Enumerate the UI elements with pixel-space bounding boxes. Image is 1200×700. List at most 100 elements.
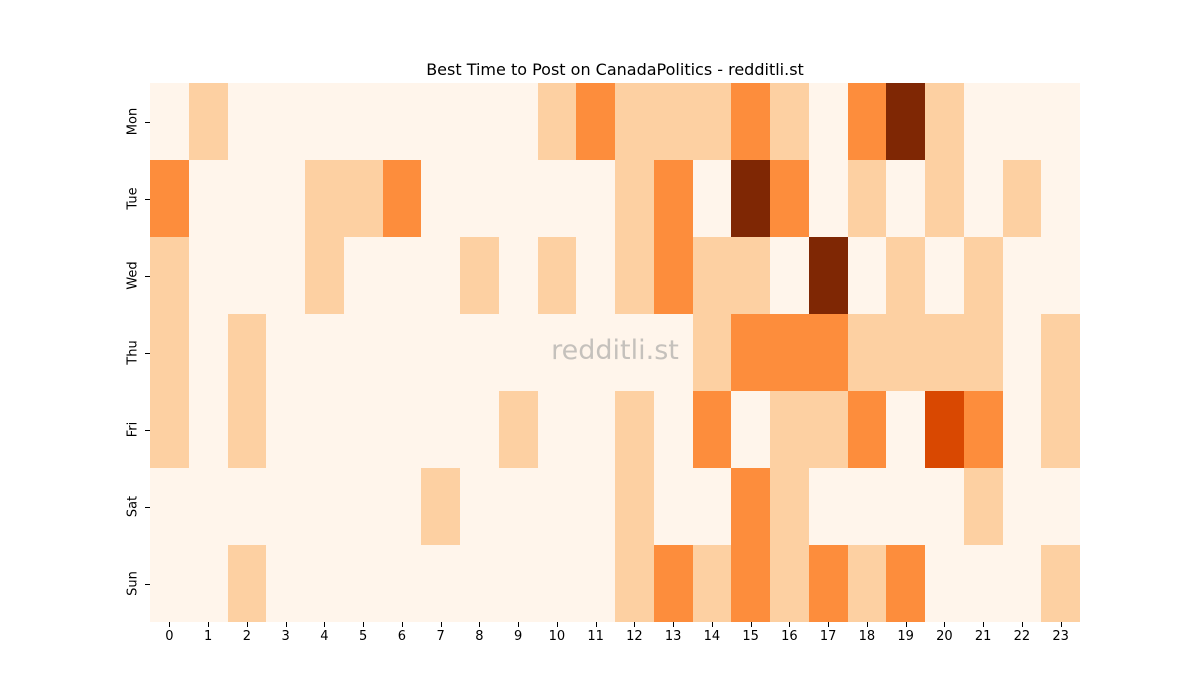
heatmap-cell bbox=[382, 468, 422, 545]
x-tick bbox=[673, 622, 675, 627]
heatmap-cell bbox=[1041, 391, 1080, 468]
heatmap-cell bbox=[615, 83, 654, 160]
x-tick bbox=[789, 622, 791, 627]
x-tick bbox=[828, 622, 830, 627]
heatmap-cell bbox=[963, 83, 1003, 160]
heatmap-cell bbox=[808, 314, 848, 391]
heatmap-cell bbox=[770, 468, 809, 545]
heatmap-cell bbox=[266, 468, 305, 545]
heatmap-cell bbox=[925, 545, 964, 622]
heatmap-cell bbox=[305, 545, 344, 622]
heatmap-cell bbox=[498, 160, 538, 237]
heatmap-cell bbox=[770, 237, 809, 314]
x-tick bbox=[866, 622, 868, 627]
heatmap-cell bbox=[343, 160, 383, 237]
heatmap-cell bbox=[421, 468, 460, 545]
heatmap-cell bbox=[731, 391, 770, 468]
y-tick-label: Fri bbox=[125, 421, 141, 437]
heatmap-cell bbox=[925, 237, 964, 314]
heatmap-cell bbox=[421, 83, 460, 160]
heatmap-cell bbox=[692, 237, 732, 314]
heatmap-cell bbox=[692, 545, 732, 622]
heatmap-cell bbox=[460, 468, 499, 545]
heatmap-cell bbox=[305, 391, 344, 468]
x-tick bbox=[246, 622, 248, 627]
x-tick-label: 16 bbox=[781, 629, 798, 644]
heatmap-cell bbox=[615, 314, 654, 391]
heatmap-cell bbox=[576, 468, 615, 545]
y-tick-label: Mon bbox=[125, 107, 141, 135]
heatmap-cell bbox=[1002, 468, 1042, 545]
heatmap-cell bbox=[227, 83, 267, 160]
heatmap-cell bbox=[963, 468, 1003, 545]
x-tick-label: 15 bbox=[742, 629, 759, 644]
x-tick-label: 10 bbox=[548, 629, 566, 644]
x-tick-label: 18 bbox=[858, 629, 876, 644]
heatmap-cell bbox=[576, 545, 615, 622]
y-tick bbox=[145, 121, 150, 123]
heatmap-cell bbox=[1041, 160, 1080, 237]
heatmap-cell bbox=[537, 468, 577, 545]
heatmap-cell bbox=[615, 237, 654, 314]
heatmap-cell bbox=[770, 391, 809, 468]
heatmap-cell bbox=[886, 391, 925, 468]
heatmap-cell bbox=[576, 83, 615, 160]
heatmap-cell bbox=[1002, 160, 1042, 237]
x-tick bbox=[285, 622, 287, 627]
heatmap-cell bbox=[1002, 237, 1042, 314]
heatmap-cell bbox=[886, 160, 925, 237]
x-tick bbox=[983, 622, 985, 627]
heatmap-cell bbox=[615, 391, 654, 468]
heatmap-cell bbox=[227, 237, 267, 314]
heatmap-cell bbox=[266, 237, 305, 314]
heatmap-cell bbox=[576, 160, 615, 237]
x-tick-label: 19 bbox=[897, 629, 914, 644]
heatmap-cell bbox=[460, 83, 499, 160]
x-tick bbox=[1060, 622, 1062, 627]
x-tick-label: 7 bbox=[436, 629, 445, 644]
heatmap-cell bbox=[266, 83, 305, 160]
heatmap-cell bbox=[188, 314, 228, 391]
heatmap-cell bbox=[653, 391, 693, 468]
x-tick-label: 3 bbox=[281, 629, 290, 644]
heatmap-cell bbox=[925, 391, 964, 468]
heatmap-cell bbox=[576, 314, 615, 391]
heatmap-cell bbox=[305, 237, 344, 314]
heatmap-cell bbox=[421, 391, 460, 468]
heatmap-cell bbox=[808, 83, 848, 160]
heatmap-cell bbox=[266, 545, 305, 622]
heatmap-cell bbox=[1041, 314, 1080, 391]
heatmap-cell bbox=[343, 545, 383, 622]
heatmap-cell bbox=[1002, 545, 1042, 622]
heatmap-cell bbox=[343, 468, 383, 545]
heatmap-cell bbox=[305, 468, 344, 545]
heatmap-cell bbox=[731, 468, 770, 545]
heatmap-cell bbox=[150, 545, 189, 622]
heatmap-cell bbox=[847, 83, 887, 160]
y-tick-label: Wed bbox=[125, 260, 141, 290]
heatmap-cell bbox=[692, 391, 732, 468]
heatmap-cell bbox=[576, 237, 615, 314]
heatmap-cell bbox=[150, 237, 189, 314]
x-tick bbox=[634, 622, 636, 627]
heatmap-cell bbox=[498, 83, 538, 160]
heatmap-cell bbox=[382, 83, 422, 160]
heatmap-cell bbox=[925, 468, 964, 545]
heatmap-cell bbox=[963, 391, 1003, 468]
heatmap-cell bbox=[925, 314, 964, 391]
y-tick bbox=[145, 583, 150, 585]
x-tick bbox=[944, 622, 946, 627]
heatmap-cell bbox=[731, 545, 770, 622]
heatmap-cell bbox=[537, 160, 577, 237]
x-tick-label: 22 bbox=[1013, 629, 1031, 644]
x-tick-label: 23 bbox=[1052, 629, 1069, 644]
x-tick-label: 9 bbox=[513, 629, 523, 644]
heatmap-cell bbox=[770, 160, 809, 237]
y-tick-label: Sat bbox=[125, 495, 141, 517]
heatmap-cell bbox=[498, 314, 538, 391]
y-tick bbox=[145, 352, 150, 354]
heatmap-cell bbox=[150, 160, 189, 237]
chart-title: Best Time to Post on CanadaPolitics - re… bbox=[426, 60, 804, 79]
heatmap-cell bbox=[266, 314, 305, 391]
heatmap-cell bbox=[692, 83, 732, 160]
